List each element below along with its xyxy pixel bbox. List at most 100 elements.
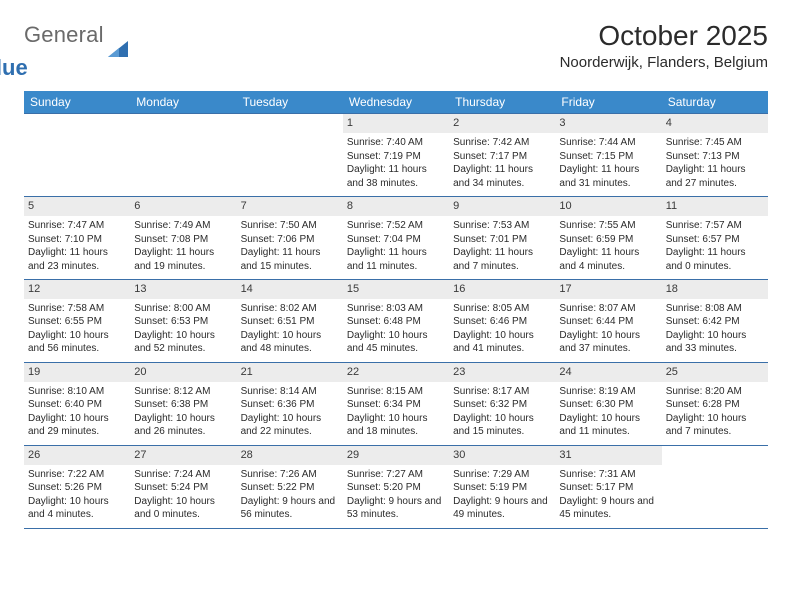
day-number: 12 — [24, 280, 130, 299]
day-info: Sunrise: 7:24 AMSunset: 5:24 PMDaylight:… — [134, 468, 232, 522]
day-cell — [237, 114, 343, 196]
sunset-line: Sunset: 6:53 PM — [134, 315, 232, 329]
daylight-line: Daylight: 11 hours and 0 minutes. — [666, 246, 764, 273]
day-number: 11 — [662, 197, 768, 216]
sunset-line: Sunset: 6:28 PM — [666, 398, 764, 412]
day-cell: 14Sunrise: 8:02 AMSunset: 6:51 PMDayligh… — [237, 280, 343, 362]
day-info: Sunrise: 8:05 AMSunset: 6:46 PMDaylight:… — [453, 302, 551, 356]
sunset-line: Sunset: 5:19 PM — [453, 481, 551, 495]
sunrise-line: Sunrise: 7:45 AM — [666, 136, 764, 150]
day-cell: 23Sunrise: 8:17 AMSunset: 6:32 PMDayligh… — [449, 363, 555, 445]
day-cell: 22 Sunrise: 8:15 AMSunset: 6:34 PMDayligh… — [343, 363, 449, 445]
day-number: 28 — [237, 446, 343, 465]
daylight-line: Daylight: 11 hours and 34 minutes. — [453, 163, 551, 190]
sunrise-line: Sunrise: 7:40 AM — [347, 136, 445, 150]
day-cell: 18Sunrise: 8:08 AMSunset: 6:42 PMDayligh… — [662, 280, 768, 362]
sunset-line: Sunset: 7:08 PM — [134, 233, 232, 247]
day-number: 17 — [555, 280, 661, 299]
day-number: 22 — [343, 363, 449, 382]
day-cell: 29Sunrise: 7:27 AMSunset: 5:20 PMDayligh… — [343, 446, 449, 528]
sunrise-line: Sunrise: 7:26 AM — [241, 468, 339, 482]
sunrise-line: Sunrise: 7:50 AM — [241, 219, 339, 233]
day-number: 16 — [449, 280, 555, 299]
day-cell: 3Sunrise: 7:44 AMSunset: 7:15 PMDaylight… — [555, 114, 661, 196]
day-info: Sunrise: 8:12 AMSunset: 6:38 PMDaylight:… — [134, 385, 232, 439]
day-cell: 13Sunrise: 8:00 AMSunset: 6:53 PMDayligh… — [130, 280, 236, 362]
day-info: Sunrise: 7:26 AMSunset: 5:22 PMDaylight:… — [241, 468, 339, 522]
day-info: Sunrise: 7:42 AMSunset: 7:17 PMDaylight:… — [453, 136, 551, 190]
day-number: 9 — [449, 197, 555, 216]
sunset-line: Sunset: 6:44 PM — [559, 315, 657, 329]
sunset-line: Sunset: 6:46 PM — [453, 315, 551, 329]
day-number: 2 — [449, 114, 555, 133]
day-cell: 5Sunrise: 7:47 AMSunset: 7:10 PMDaylight… — [24, 197, 130, 279]
sunrise-line: Sunrise: 8:05 AM — [453, 302, 551, 316]
daylight-line: Daylight: 10 hours and 33 minutes. — [666, 329, 764, 356]
dow-cell: Sunday — [24, 91, 130, 113]
sunset-line: Sunset: 7:13 PM — [666, 150, 764, 164]
day-cell: 10Sunrise: 7:55 AMSunset: 6:59 PMDayligh… — [555, 197, 661, 279]
week-row: 26Sunrise: 7:22 AMSunset: 5:26 PMDayligh… — [24, 445, 768, 529]
sunset-line: Sunset: 7:19 PM — [347, 150, 445, 164]
day-info: Sunrise: 8:14 AMSunset: 6:36 PMDaylight:… — [241, 385, 339, 439]
dow-cell: Thursday — [449, 91, 555, 113]
day-info: Sunrise: 7:58 AMSunset: 6:55 PMDaylight:… — [28, 302, 126, 356]
calendar: SundayMondayTuesdayWednesdayThursdayFrid… — [24, 91, 768, 528]
daylight-line: Daylight: 10 hours and 0 minutes. — [134, 495, 232, 522]
sunset-line: Sunset: 6:48 PM — [347, 315, 445, 329]
day-cell: 16 Sunrise: 8:05 AMSunset: 6:46 PMDayligh… — [449, 280, 555, 362]
day-cell — [662, 446, 768, 528]
daylight-line: Daylight: 9 hours and 49 minutes. — [453, 495, 551, 522]
sunrise-line: Sunrise: 7:27 AM — [347, 468, 445, 482]
page-subtitle: Noorderwijk, Flanders, Belgium — [560, 54, 768, 71]
week-row: 19Sunrise: 8:10 AMSunset: 6:40 PMDayligh… — [24, 362, 768, 445]
day-cell: 21Sunrise: 8:14 AMSunset: 6:36 PMDayligh… — [237, 363, 343, 445]
daylight-line: Daylight: 9 hours and 53 minutes. — [347, 495, 445, 522]
sunrise-line: Sunrise: 8:07 AM — [559, 302, 657, 316]
sunset-line: Sunset: 7:10 PM — [28, 233, 126, 247]
week-row: 1Sunrise: 7:40 AMSunset: 7:19 PMDaylight… — [24, 113, 768, 196]
sunset-line: Sunset: 5:17 PM — [559, 481, 657, 495]
sunset-line: Sunset: 6:59 PM — [559, 233, 657, 247]
day-info: Sunrise: 7:49 AMSunset: 7:08 PMDaylight:… — [134, 219, 232, 273]
daylight-line: Daylight: 10 hours and 22 minutes. — [241, 412, 339, 439]
day-number: 27 — [130, 446, 236, 465]
sunrise-line: Sunrise: 7:55 AM — [559, 219, 657, 233]
day-info: Sunrise: 7:31 AMSunset: 5:17 PMDaylight:… — [559, 468, 657, 522]
day-number: 30 — [449, 446, 555, 465]
day-info: Sunrise: 8:15 AMSunset: 6:34 PMDaylight:… — [347, 385, 445, 439]
sunset-line: Sunset: 7:15 PM — [559, 150, 657, 164]
brand-logo: General Blue — [24, 26, 128, 77]
dow-row: SundayMondayTuesdayWednesdayThursdayFrid… — [24, 91, 768, 113]
day-cell: 31Sunrise: 7:31 AMSunset: 5:17 PMDayligh… — [555, 446, 661, 528]
day-number — [237, 114, 343, 133]
day-info: Sunrise: 8:17 AMSunset: 6:32 PMDaylight:… — [453, 385, 551, 439]
daylight-line: Daylight: 10 hours and 48 minutes. — [241, 329, 339, 356]
sunrise-line: Sunrise: 7:42 AM — [453, 136, 551, 150]
day-cell: 11Sunrise: 7:57 AMSunset: 6:57 PMDayligh… — [662, 197, 768, 279]
sunrise-line: Sunrise: 8:03 AM — [347, 302, 445, 316]
sunset-line: Sunset: 6:30 PM — [559, 398, 657, 412]
sunset-line: Sunset: 6:34 PM — [347, 398, 445, 412]
sunset-line: Sunset: 6:38 PM — [134, 398, 232, 412]
sunset-line: Sunset: 6:57 PM — [666, 233, 764, 247]
day-number: 3 — [555, 114, 661, 133]
day-number: 19 — [24, 363, 130, 382]
sunset-line: Sunset: 6:32 PM — [453, 398, 551, 412]
sunrise-line: Sunrise: 8:00 AM — [134, 302, 232, 316]
day-number — [24, 114, 130, 133]
page: General Blue October 2025 Noorderwijk, F… — [0, 0, 792, 549]
day-info: Sunrise: 8:07 AMSunset: 6:44 PMDaylight:… — [559, 302, 657, 356]
daylight-line: Daylight: 11 hours and 4 minutes. — [559, 246, 657, 273]
day-number: 7 — [237, 197, 343, 216]
day-number: 20 — [130, 363, 236, 382]
sunrise-line: Sunrise: 7:52 AM — [347, 219, 445, 233]
daylight-line: Daylight: 10 hours and 52 minutes. — [134, 329, 232, 356]
brand-text-blue: Blue — [0, 59, 104, 78]
day-info: Sunrise: 8:08 AMSunset: 6:42 PMDaylight:… — [666, 302, 764, 356]
dow-cell: Monday — [130, 91, 236, 113]
sunset-line: Sunset: 5:20 PM — [347, 481, 445, 495]
daylight-line: Daylight: 10 hours and 7 minutes. — [666, 412, 764, 439]
day-cell: 19Sunrise: 8:10 AMSunset: 6:40 PMDayligh… — [24, 363, 130, 445]
day-cell: 9Sunrise: 7:53 AMSunset: 7:01 PMDaylight… — [449, 197, 555, 279]
